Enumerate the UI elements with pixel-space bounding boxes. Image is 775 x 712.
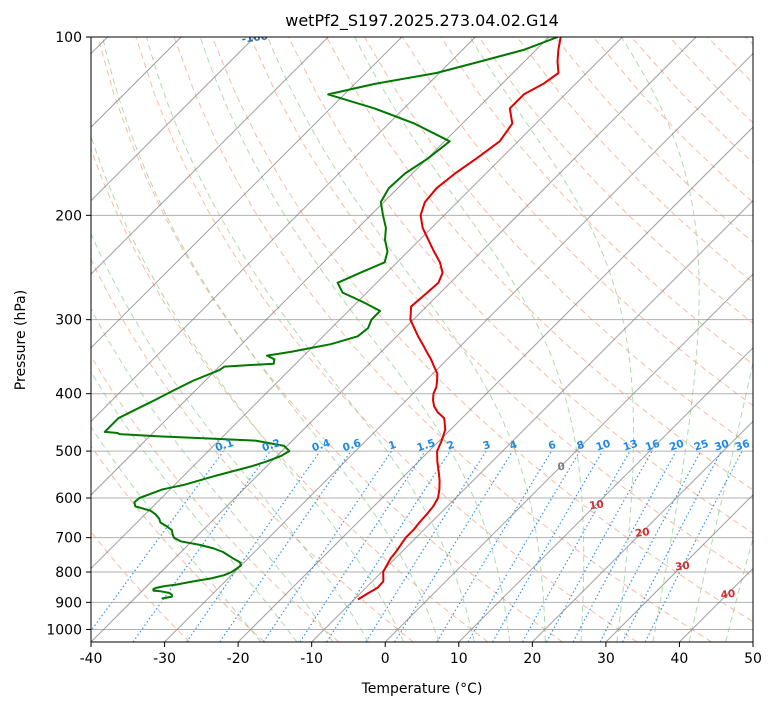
isotherm-label: 20: [634, 526, 650, 540]
x-tick-label: 10: [450, 651, 468, 667]
chart-title: wetPf2_S197.2025.273.04.02.G14: [285, 11, 559, 31]
y-tick-label: 200: [55, 208, 82, 224]
y-axis-label: Pressure (hPa): [13, 290, 29, 390]
isotherm-label: 30: [674, 560, 690, 574]
x-tick-label: -30: [153, 651, 176, 667]
isotherm-label: 10: [588, 498, 604, 512]
y-tick-label: 900: [55, 595, 82, 611]
y-tick-label: 100: [55, 30, 82, 46]
x-tick-label: 20: [523, 651, 541, 667]
y-tick-label: 700: [55, 531, 82, 547]
x-tick-label: 30: [597, 651, 615, 667]
x-axis-label: Temperature (°C): [361, 681, 483, 697]
y-tick-label: 800: [55, 565, 82, 581]
y-tick-label: 600: [55, 491, 82, 507]
y-tick-label: 300: [55, 313, 82, 329]
x-tick-label: -40: [80, 651, 103, 667]
x-tick-label: 0: [381, 651, 390, 667]
y-tick-label: 1000: [46, 622, 82, 638]
x-tick-label: 40: [671, 651, 689, 667]
x-tick-label: -20: [227, 651, 250, 667]
y-tick-label: 400: [55, 387, 82, 403]
y-tick-label: 500: [55, 444, 82, 460]
x-tick-label: 50: [744, 651, 762, 667]
x-tick-label: -10: [300, 651, 323, 667]
isotherm-label: 40: [720, 588, 736, 602]
